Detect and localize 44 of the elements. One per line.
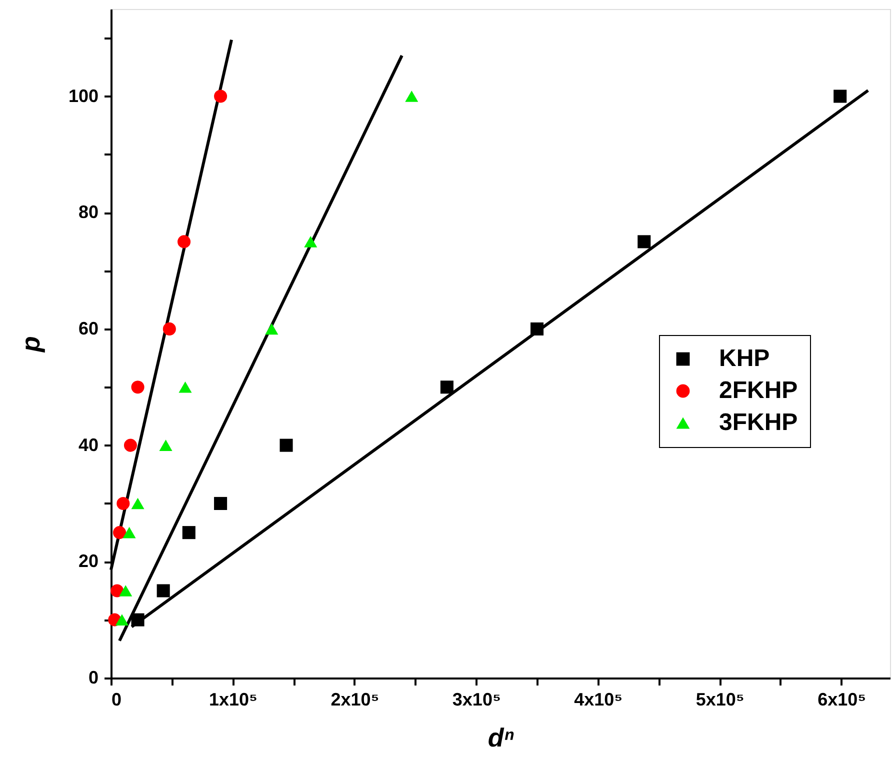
x-tick-label: 0 (112, 690, 122, 710)
point (110, 584, 124, 598)
y-tick-label: 40 (78, 434, 98, 455)
point (131, 380, 144, 394)
point (116, 496, 130, 510)
point (156, 584, 170, 598)
y-tick-label: 0 (88, 668, 98, 688)
point (405, 90, 418, 102)
y-axis-title: p (15, 336, 46, 353)
point (115, 614, 128, 626)
point (124, 438, 137, 452)
point (530, 322, 544, 336)
point (122, 526, 136, 538)
point (214, 90, 228, 103)
x-tick-label: 2x10⁵ (330, 690, 380, 710)
y-tick-label: 20 (78, 551, 98, 572)
point (178, 381, 192, 393)
point (162, 322, 176, 336)
point (113, 526, 126, 540)
point (304, 236, 318, 248)
legend-label: 2FKHP (719, 377, 798, 404)
x-tick-label: 1x10⁵ (208, 690, 258, 710)
point (178, 235, 191, 248)
point (159, 440, 172, 451)
point (280, 438, 293, 452)
point (834, 90, 847, 103)
x-tick-label: 5x10⁵ (696, 690, 744, 710)
point (638, 235, 651, 248)
point (119, 585, 132, 596)
y-tick-label: 100 (68, 86, 98, 106)
x-tick-label: 3x10⁵ (452, 690, 501, 710)
x-tick-label: 4x10⁵ (574, 690, 623, 710)
point (440, 380, 454, 394)
point (265, 323, 278, 335)
y-tick-label: 60 (78, 318, 98, 338)
point (214, 496, 228, 510)
point (131, 498, 144, 510)
x-tick-label: 6x10⁵ (818, 690, 866, 710)
legend-label: KHP (719, 345, 770, 372)
y-tick-label: 80 (78, 202, 98, 222)
x-axis-title: dⁿ (488, 722, 514, 752)
legend-label: 3FKHP (719, 409, 798, 436)
point (131, 613, 144, 626)
point (182, 526, 196, 540)
